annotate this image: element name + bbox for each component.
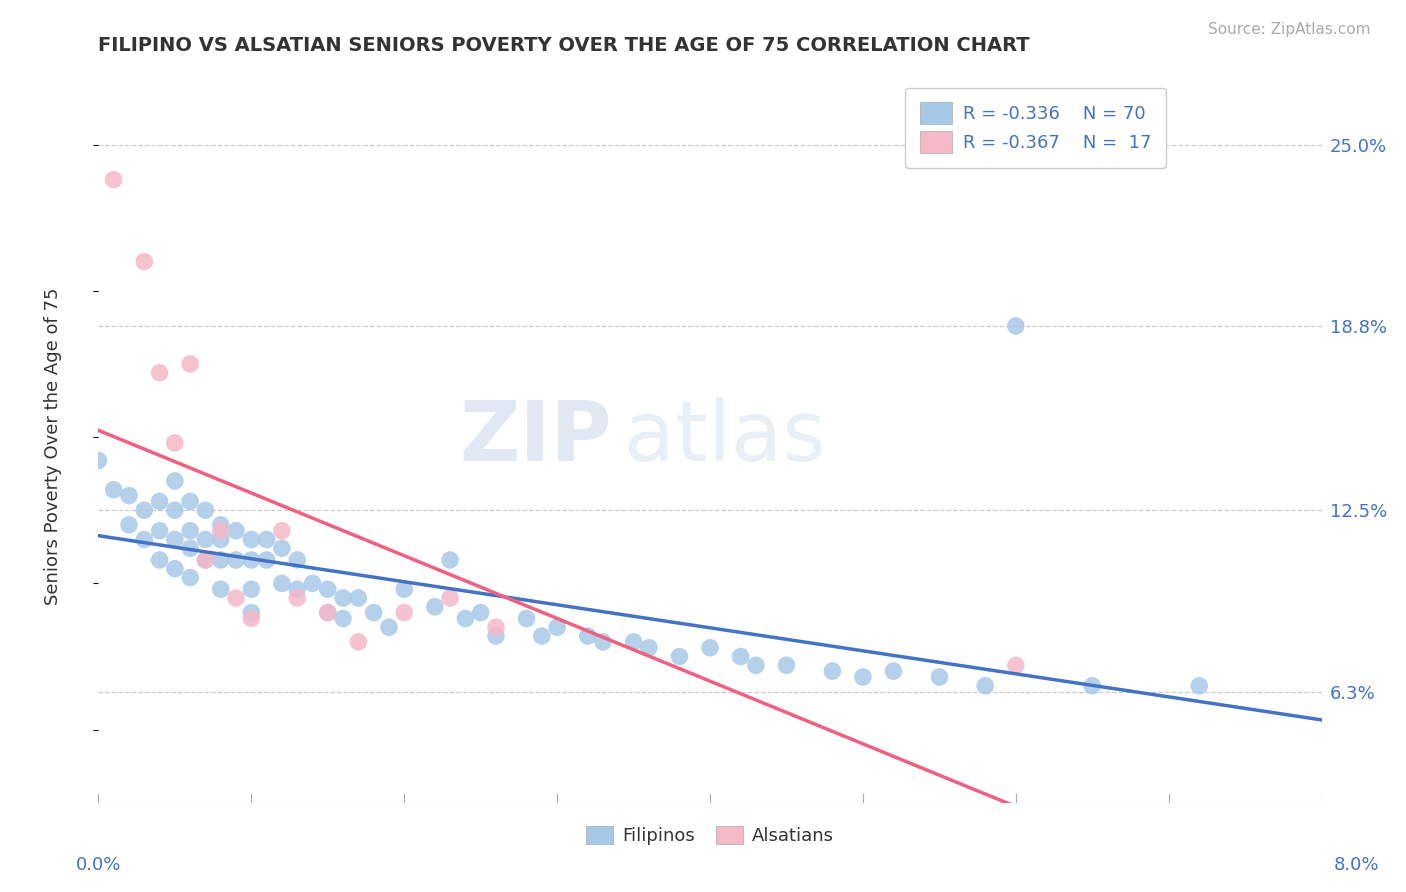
Point — [301, 576, 323, 591]
Point — [209, 524, 232, 538]
Point — [163, 503, 186, 517]
Point — [240, 606, 263, 620]
Point — [668, 649, 690, 664]
Point — [347, 591, 370, 605]
Point — [103, 172, 125, 186]
Point — [163, 562, 186, 576]
Point — [1081, 679, 1104, 693]
Point — [1004, 318, 1026, 333]
Point — [423, 599, 446, 614]
Point — [134, 503, 156, 517]
Point — [332, 591, 354, 605]
Point — [439, 591, 461, 605]
Point — [240, 611, 263, 625]
Point — [928, 670, 950, 684]
Point — [285, 553, 308, 567]
Point — [852, 670, 875, 684]
Point — [225, 553, 247, 567]
Point — [225, 591, 247, 605]
Point — [485, 620, 508, 634]
Point — [363, 606, 385, 620]
Point — [546, 620, 568, 634]
Point — [179, 541, 201, 556]
Point — [775, 658, 797, 673]
Point — [592, 635, 614, 649]
Point — [256, 553, 278, 567]
Point — [256, 533, 278, 547]
Point — [470, 606, 492, 620]
Point — [240, 553, 263, 567]
Point — [149, 524, 172, 538]
Point — [454, 611, 477, 625]
Legend: Filipinos, Alsatians: Filipinos, Alsatians — [578, 819, 842, 852]
Point — [134, 533, 156, 547]
Text: FILIPINO VS ALSATIAN SENIORS POVERTY OVER THE AGE OF 75 CORRELATION CHART: FILIPINO VS ALSATIAN SENIORS POVERTY OVE… — [98, 36, 1031, 54]
Point — [530, 629, 553, 643]
Point — [347, 635, 370, 649]
Point — [149, 553, 172, 567]
Point — [285, 591, 308, 605]
Point — [209, 582, 232, 597]
Point — [285, 582, 308, 597]
Point — [392, 582, 416, 597]
Point — [270, 576, 294, 591]
Point — [392, 606, 416, 620]
Point — [485, 629, 508, 643]
Point — [1188, 679, 1211, 693]
Point — [1004, 658, 1026, 673]
Point — [745, 658, 768, 673]
Point — [194, 503, 217, 517]
Point — [118, 517, 141, 532]
Point — [240, 582, 263, 597]
Point — [316, 606, 339, 620]
Text: 0.0%: 0.0% — [76, 856, 121, 874]
Point — [270, 541, 294, 556]
Point — [194, 553, 217, 567]
Point — [439, 553, 461, 567]
Point — [209, 533, 232, 547]
Point — [163, 474, 186, 488]
Point — [378, 620, 401, 634]
Point — [270, 524, 294, 538]
Point — [179, 570, 201, 584]
Point — [623, 635, 645, 649]
Point — [87, 453, 110, 467]
Point — [179, 494, 201, 508]
Text: Source: ZipAtlas.com: Source: ZipAtlas.com — [1208, 22, 1371, 37]
Point — [974, 679, 997, 693]
Point — [134, 254, 156, 268]
Point — [194, 553, 217, 567]
Point — [730, 649, 752, 664]
Point — [103, 483, 125, 497]
Point — [576, 629, 599, 643]
Point — [163, 533, 186, 547]
Point — [332, 611, 354, 625]
Point — [637, 640, 661, 655]
Point — [225, 524, 247, 538]
Point — [516, 611, 538, 625]
Text: ZIP: ZIP — [460, 397, 612, 477]
Text: atlas: atlas — [624, 397, 827, 477]
Text: Seniors Poverty Over the Age of 75: Seniors Poverty Over the Age of 75 — [45, 287, 62, 605]
Text: 8.0%: 8.0% — [1334, 856, 1379, 874]
Point — [194, 533, 217, 547]
Point — [179, 524, 201, 538]
Point — [699, 640, 721, 655]
Point — [821, 664, 844, 678]
Point — [179, 357, 201, 371]
Point — [883, 664, 905, 678]
Point — [316, 606, 339, 620]
Point — [240, 533, 263, 547]
Point — [163, 436, 186, 450]
Point — [149, 366, 172, 380]
Point — [149, 494, 172, 508]
Point — [316, 582, 339, 597]
Point — [209, 517, 232, 532]
Point — [118, 489, 141, 503]
Point — [209, 553, 232, 567]
